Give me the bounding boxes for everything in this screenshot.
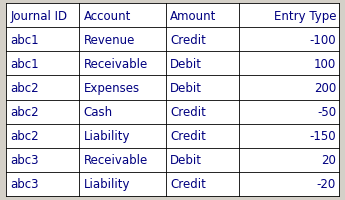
Text: abc3: abc3 xyxy=(10,177,39,190)
Text: abc2: abc2 xyxy=(10,129,39,142)
Text: 20: 20 xyxy=(321,153,336,166)
Text: 100: 100 xyxy=(314,58,336,71)
Text: -150: -150 xyxy=(309,129,336,142)
Text: Receivable: Receivable xyxy=(83,153,148,166)
Text: Liability: Liability xyxy=(83,129,130,142)
Text: abc1: abc1 xyxy=(10,58,39,71)
Text: -20: -20 xyxy=(317,177,336,190)
Text: Debit: Debit xyxy=(170,153,202,166)
Text: Credit: Credit xyxy=(170,177,206,190)
Text: Liability: Liability xyxy=(83,177,130,190)
Text: Credit: Credit xyxy=(170,34,206,47)
Text: abc1: abc1 xyxy=(10,34,39,47)
Text: abc2: abc2 xyxy=(10,105,39,118)
Text: Entry Type: Entry Type xyxy=(274,10,336,23)
Text: Journal ID: Journal ID xyxy=(10,10,68,23)
Text: Credit: Credit xyxy=(170,105,206,118)
Text: Expenses: Expenses xyxy=(83,82,140,95)
Text: Revenue: Revenue xyxy=(83,34,135,47)
Text: abc3: abc3 xyxy=(10,153,39,166)
Text: Receivable: Receivable xyxy=(83,58,148,71)
Text: -100: -100 xyxy=(309,34,336,47)
Text: Debit: Debit xyxy=(170,82,202,95)
Text: Amount: Amount xyxy=(170,10,216,23)
Text: Account: Account xyxy=(83,10,131,23)
Text: 200: 200 xyxy=(314,82,336,95)
Text: abc2: abc2 xyxy=(10,82,39,95)
Text: Cash: Cash xyxy=(83,105,113,118)
Text: -50: -50 xyxy=(317,105,336,118)
Text: Credit: Credit xyxy=(170,129,206,142)
Text: Debit: Debit xyxy=(170,58,202,71)
